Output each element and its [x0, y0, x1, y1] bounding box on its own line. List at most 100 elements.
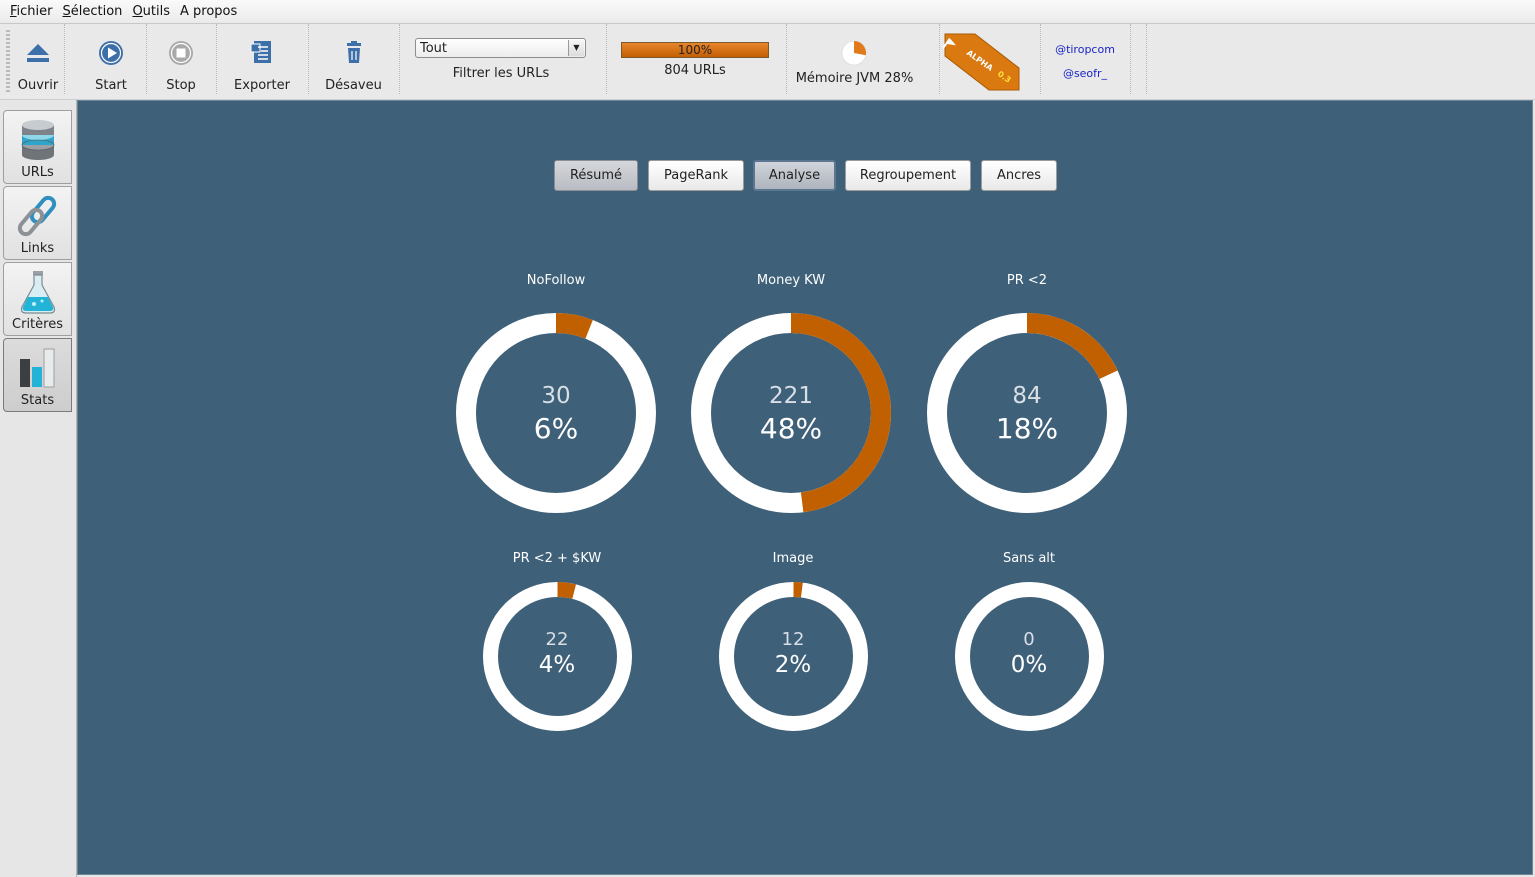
menu-label: ichier	[16, 4, 53, 19]
donut-value-arc	[691, 313, 891, 513]
tab-analyse[interactable]: Analyse	[753, 160, 836, 191]
donut-title: Money KW	[756, 273, 826, 288]
donut-count: 221	[769, 383, 813, 410]
donut-chart: PR <2 + $KW 22 4%	[482, 551, 633, 732]
start-button[interactable]: Start	[76, 24, 147, 94]
menu-label: A propos	[180, 4, 238, 19]
sidebar-item-label: Links	[20, 241, 55, 256]
progress-fill	[622, 43, 768, 57]
donut-percent: 18%	[995, 412, 1059, 446]
filter-label: Filtrer les URLs	[452, 66, 550, 81]
donut-title: PR <2 + $KW	[512, 551, 602, 566]
donut-title: PR <2	[1006, 273, 1048, 288]
urls-count-label: 804 URLs	[664, 63, 726, 78]
crawl-progress-bar: 100%	[621, 42, 769, 58]
tab-label: Ancres	[996, 168, 1042, 183]
donut-count: 0	[1023, 629, 1035, 651]
donut-count: 84	[1012, 383, 1042, 410]
donut-percent: 6%	[533, 412, 579, 446]
donut-ring	[954, 581, 1104, 731]
donut-title: Sans alt	[1002, 551, 1056, 566]
tab-label: Regroupement	[859, 168, 957, 183]
tab-label: Résumé	[569, 168, 623, 183]
donut-value-arc	[718, 581, 868, 731]
eject-icon	[25, 38, 51, 68]
donut-percent: 48%	[759, 412, 823, 446]
donut-chart: PR <2 84 18%	[926, 273, 1128, 514]
menu-bar: Fichier Sélection Outils A propos	[0, 0, 1535, 24]
donut-count: 22	[545, 629, 569, 651]
donut-title: Image	[772, 551, 814, 566]
disavow-label: Désaveu	[325, 78, 382, 93]
donut-ring	[718, 581, 868, 731]
menu-outils[interactable]: Outils	[127, 4, 175, 19]
seofr-link[interactable]: @seofr_	[1062, 67, 1108, 80]
sidebar-item-stats[interactable]: Stats	[3, 338, 72, 412]
menu-selection[interactable]: Sélection	[58, 4, 128, 19]
progress-text: 100%	[677, 43, 713, 57]
memory-pie-icon	[841, 40, 867, 66]
open-button[interactable]: Ouvrir	[12, 24, 65, 94]
progress-group: 100% 804 URLs	[606, 24, 787, 94]
donut-count: 12	[781, 629, 805, 651]
tab-label: PageRank	[664, 168, 728, 183]
stop-label: Stop	[166, 78, 196, 93]
trash-icon	[343, 38, 365, 68]
toolbar-spacer	[1130, 24, 1147, 94]
donut-ring	[691, 313, 891, 513]
menu-label: utils	[142, 4, 171, 19]
export-label: Exporter	[234, 78, 290, 93]
sidebar-item-criteres[interactable]: Critères	[3, 262, 72, 336]
menu-mnemonic: F	[10, 4, 17, 19]
export-document-icon	[250, 38, 274, 68]
export-button[interactable]: Exporter	[216, 24, 309, 94]
side-navigation: URLs Links Critères	[0, 100, 77, 877]
donut-value-arc	[482, 581, 632, 731]
donut-count: 30	[541, 383, 571, 410]
play-icon	[98, 38, 124, 68]
tab-pagerank[interactable]: PageRank	[648, 160, 744, 191]
menu-label: élection	[70, 4, 123, 19]
sidebar-item-label: URLs	[21, 165, 54, 180]
stop-button[interactable]: Stop	[146, 24, 217, 94]
menu-mnemonic: S	[62, 4, 71, 19]
open-label: Ouvrir	[17, 78, 59, 93]
chevron-down-icon[interactable]: ▼	[568, 40, 584, 56]
bar-chart-icon	[14, 342, 62, 392]
sidebar-item-urls[interactable]: URLs	[3, 110, 72, 184]
start-label: Start	[95, 78, 127, 93]
stats-panel: Résumé PageRank Analyse Regroupement Anc…	[77, 100, 1533, 875]
tab-ancres[interactable]: Ancres	[981, 160, 1057, 191]
social-links: @tiropcom @seofr_	[1040, 24, 1131, 94]
stop-icon	[168, 38, 194, 68]
alpha-badge-icon: ALPHA 0.3	[943, 33, 1020, 91]
donut-chart: Image 12 2%	[718, 551, 869, 732]
tab-label: Analyse	[768, 168, 821, 183]
donut-track	[954, 581, 1104, 731]
tiropcom-link[interactable]: @tiropcom	[1055, 43, 1115, 56]
alpha-badge: ALPHA 0.3	[940, 24, 1041, 94]
tab-resume[interactable]: Résumé	[554, 160, 638, 191]
memory-label: Mémoire JVM 28%	[795, 71, 914, 86]
donut-ring	[482, 581, 632, 731]
donut-chart: Money KW 221 48%	[690, 273, 892, 514]
donut-value-arc	[927, 313, 1127, 513]
menu-a-propos[interactable]: A propos	[175, 4, 242, 19]
sidebar-item-links[interactable]: Links	[3, 186, 72, 260]
sidebar-item-label: Stats	[20, 393, 55, 408]
toolbar-grip[interactable]	[6, 30, 10, 92]
donut-ring	[927, 313, 1127, 513]
toolbar: Ouvrir Start Stop Exporter Désaveu Tout …	[0, 24, 1535, 100]
donut-ring	[456, 313, 656, 513]
donut-chart: NoFollow 30 6%	[455, 273, 657, 514]
sidebar-item-label: Critères	[12, 317, 63, 332]
menu-fichier[interactable]: Fichier	[0, 4, 58, 19]
donut-percent: 2%	[774, 652, 812, 679]
disavow-button[interactable]: Désaveu	[308, 24, 400, 94]
tab-regroupement[interactable]: Regroupement	[845, 160, 971, 191]
filter-group: Tout ▼ Filtrer les URLs	[400, 24, 607, 94]
database-icon	[14, 114, 62, 164]
url-filter-select[interactable]: Tout ▼	[415, 38, 586, 58]
donut-chart: Sans alt 0 0%	[954, 551, 1105, 732]
url-filter-value: Tout	[420, 41, 448, 56]
